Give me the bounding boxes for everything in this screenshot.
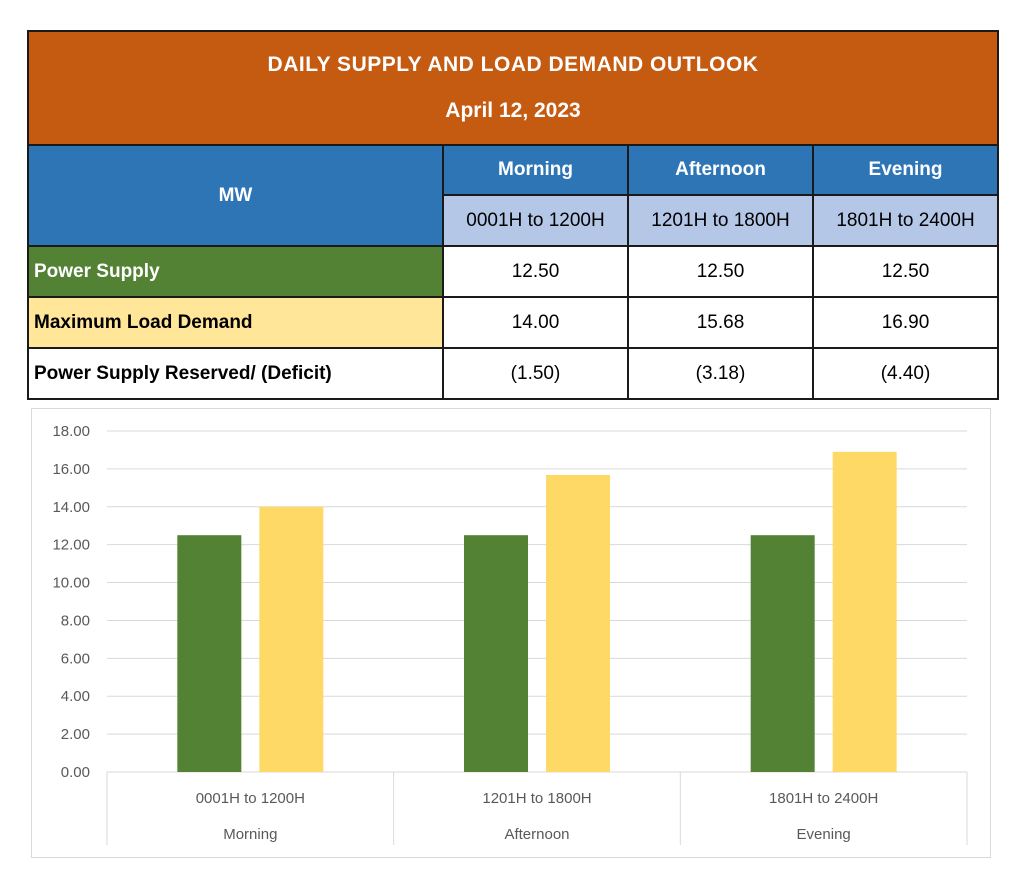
y-tick-label: 12.00 [52, 537, 90, 554]
bar [750, 535, 815, 772]
x-category-label: 1201H to 1800H [482, 790, 591, 807]
table-row: Power Supply Reserved/ (Deficit) (1.50) … [27, 347, 1000, 400]
chart-canvas: 0.00 2.00 4.00 6.00 8.00 10.00 12.00 14.00 16.00… [52, 423, 968, 845]
x-category-label: 1801H to 2400H [769, 790, 878, 807]
y-tick-label: 18.00 [52, 423, 90, 440]
period-header-afternoon: Afternoon [627, 144, 814, 196]
y-tick-label: 8.00 [61, 612, 90, 629]
row-label-reserve-deficit: Power Supply Reserved/ (Deficit) [27, 347, 444, 400]
table-cell: 12.50 [811, 245, 1000, 298]
table-date: April 12, 2023 [445, 99, 581, 122]
bar [464, 535, 528, 772]
bar [259, 506, 324, 772]
range-header-evening: 1801H to 2400H [811, 194, 1000, 247]
table-title-cell: DAILY SUPPLY AND LOAD DEMAND OUTLOOK Apr… [26, 30, 1000, 146]
table-row: Power Supply 12.50 12.50 12.50 [27, 245, 1000, 298]
table-cell: 12.50 [442, 245, 629, 298]
y-tick-label: 2.00 [61, 726, 90, 743]
bar [177, 535, 242, 772]
row-label-max-load-demand: Maximum Load Demand [27, 296, 444, 349]
bar [546, 474, 610, 772]
bar-chart: 0.00 2.00 4.00 6.00 8.00 10.00 12.00 14.00 16.00… [31, 408, 991, 858]
y-tick-label: 6.00 [61, 650, 90, 667]
supply-demand-table: DAILY SUPPLY AND LOAD DEMAND OUTLOOK Apr… [26, 30, 1000, 400]
range-header-morning: 0001H to 1200H [442, 194, 629, 247]
row-label-power-supply: Power Supply [27, 245, 444, 298]
unit-header: MW [27, 144, 444, 247]
table-cell: (4.40) [811, 347, 1000, 400]
y-tick-label: 10.00 [52, 575, 90, 592]
table-cell: 12.50 [627, 245, 814, 298]
x-group-label: Evening [797, 826, 851, 843]
table-cell: (3.18) [627, 347, 814, 400]
table-title: DAILY SUPPLY AND LOAD DEMAND OUTLOOK [267, 53, 759, 76]
x-group-label: Afternoon [504, 826, 569, 843]
bar [832, 451, 897, 772]
table-row: Maximum Load Demand 14.00 15.68 16.90 [27, 296, 1000, 349]
range-header-afternoon: 1201H to 1800H [627, 194, 814, 247]
y-tick-label: 0.00 [61, 764, 90, 781]
table-cell: 14.00 [442, 296, 629, 349]
x-category-label: 0001H to 1200H [196, 790, 305, 807]
table-cell: (1.50) [442, 347, 629, 400]
table-cell: 15.68 [627, 296, 814, 349]
period-header-morning: Morning [442, 144, 629, 196]
y-tick-label: 14.00 [52, 499, 90, 516]
y-tick-label: 4.00 [61, 688, 90, 705]
y-tick-label: 16.00 [52, 461, 90, 478]
x-group-label: Morning [223, 826, 277, 843]
period-header-evening: Evening [811, 144, 1000, 196]
table-cell: 16.90 [811, 296, 1000, 349]
